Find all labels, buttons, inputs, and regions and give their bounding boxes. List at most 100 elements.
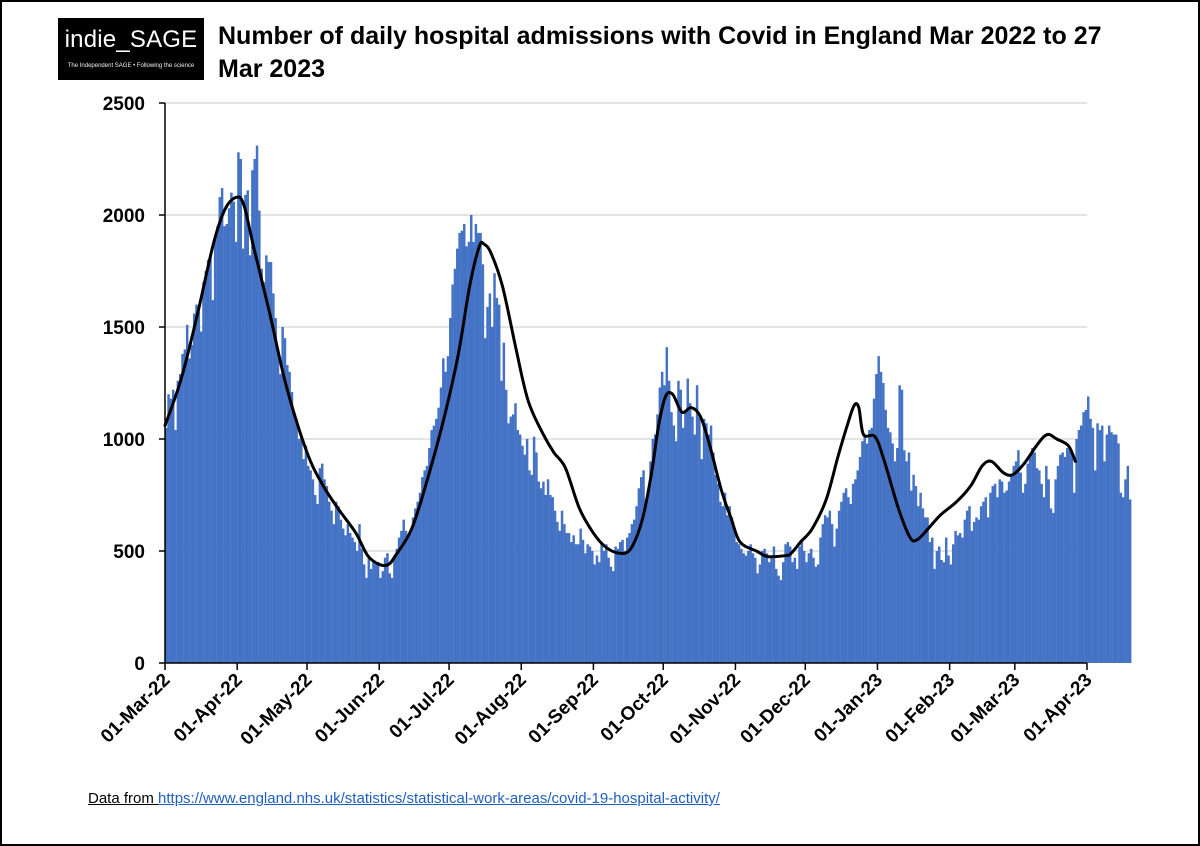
- bar: [248, 255, 252, 663]
- bar: [595, 555, 599, 663]
- bar: [467, 241, 471, 663]
- bar: [842, 492, 846, 663]
- bar: [963, 519, 967, 663]
- bar: [616, 548, 620, 663]
- x-tick-label: 01-Dec-22: [736, 670, 814, 748]
- bar: [388, 573, 391, 663]
- bar: [835, 528, 839, 663]
- bar: [192, 313, 196, 663]
- bar: [775, 568, 778, 663]
- bar: [751, 553, 755, 663]
- bar: [463, 223, 466, 663]
- bar: [225, 223, 229, 663]
- bar: [318, 468, 322, 663]
- seven-day-average-line: [163, 195, 1077, 568]
- bar: [325, 486, 329, 663]
- bar: [837, 510, 841, 663]
- bar: [770, 555, 773, 663]
- x-tick-label: 01-Apr-23: [1020, 670, 1097, 747]
- bar: [877, 356, 880, 663]
- x-tick-label: 01-Apr-22: [170, 670, 247, 747]
- bar: [933, 568, 936, 663]
- x-tick-label: 01-Jul-22: [385, 670, 458, 743]
- bar: [283, 338, 287, 663]
- bar: [1063, 456, 1067, 663]
- bar: [679, 389, 683, 663]
- bar: [211, 300, 215, 663]
- bar: [614, 546, 617, 663]
- bar: [1093, 470, 1097, 663]
- bar: [476, 232, 480, 664]
- bar: [437, 407, 440, 663]
- source-link[interactable]: https://www.england.nhs.uk/statistics/st…: [158, 790, 720, 807]
- bar: [185, 324, 189, 663]
- bar: [879, 371, 883, 663]
- source-label: Data from: [88, 790, 159, 807]
- bar: [758, 564, 762, 663]
- bar: [286, 365, 289, 663]
- bar: [926, 517, 929, 663]
- bar: [1117, 443, 1120, 663]
- bar: [339, 519, 343, 663]
- bar: [365, 577, 368, 663]
- bar: [626, 537, 629, 663]
- bar: [528, 470, 531, 663]
- bar: [854, 479, 857, 663]
- bar: [537, 481, 541, 663]
- x-tick-label: 01-Sep-22: [525, 670, 603, 748]
- bar: [921, 508, 925, 663]
- bar: [907, 452, 911, 663]
- bar: [174, 430, 177, 663]
- bar: [698, 416, 701, 663]
- x-tick-label: 01-Feb-23: [882, 670, 960, 748]
- bar: [167, 394, 170, 663]
- bar: [677, 380, 680, 663]
- bar: [828, 510, 832, 663]
- bar: [479, 232, 482, 664]
- bar: [542, 481, 545, 663]
- bar: [693, 434, 696, 663]
- bar: [788, 546, 792, 663]
- bar: [274, 318, 277, 663]
- bar: [833, 546, 836, 663]
- bar: [1028, 456, 1032, 663]
- bar: [560, 510, 564, 663]
- bar: [453, 268, 457, 663]
- bar: [565, 533, 568, 663]
- bar: [411, 517, 415, 663]
- bar: [1026, 463, 1029, 663]
- bar: [740, 548, 743, 663]
- bar: [1112, 434, 1116, 663]
- bar: [800, 542, 804, 663]
- bar: [688, 403, 692, 663]
- bar: [665, 347, 669, 663]
- bar: [830, 524, 834, 663]
- bar: [672, 425, 676, 663]
- bar: [989, 492, 992, 663]
- bar: [970, 530, 974, 663]
- bar: [761, 551, 764, 663]
- bar: [323, 479, 326, 663]
- bar: [497, 304, 501, 663]
- bar: [1021, 492, 1025, 663]
- bar: [674, 441, 678, 663]
- bar: [456, 248, 459, 663]
- bar: [220, 188, 224, 663]
- bar: [1045, 465, 1048, 663]
- bar: [584, 553, 587, 663]
- bar: [977, 519, 981, 663]
- bar: [237, 152, 240, 663]
- bar: [549, 495, 552, 663]
- bar: [707, 434, 710, 663]
- bar: [577, 544, 580, 663]
- bar: [858, 456, 862, 663]
- average-line-group: [163, 195, 1077, 568]
- bar: [849, 503, 852, 663]
- bar: [1114, 434, 1118, 663]
- bar: [223, 226, 226, 663]
- bar: [1087, 396, 1090, 663]
- x-axis-tick-labels: 01-Mar-2201-Apr-2201-May-2201-Jun-2201-J…: [97, 670, 1097, 750]
- bar: [344, 535, 347, 663]
- bar: [446, 356, 450, 663]
- bar: [1012, 465, 1015, 663]
